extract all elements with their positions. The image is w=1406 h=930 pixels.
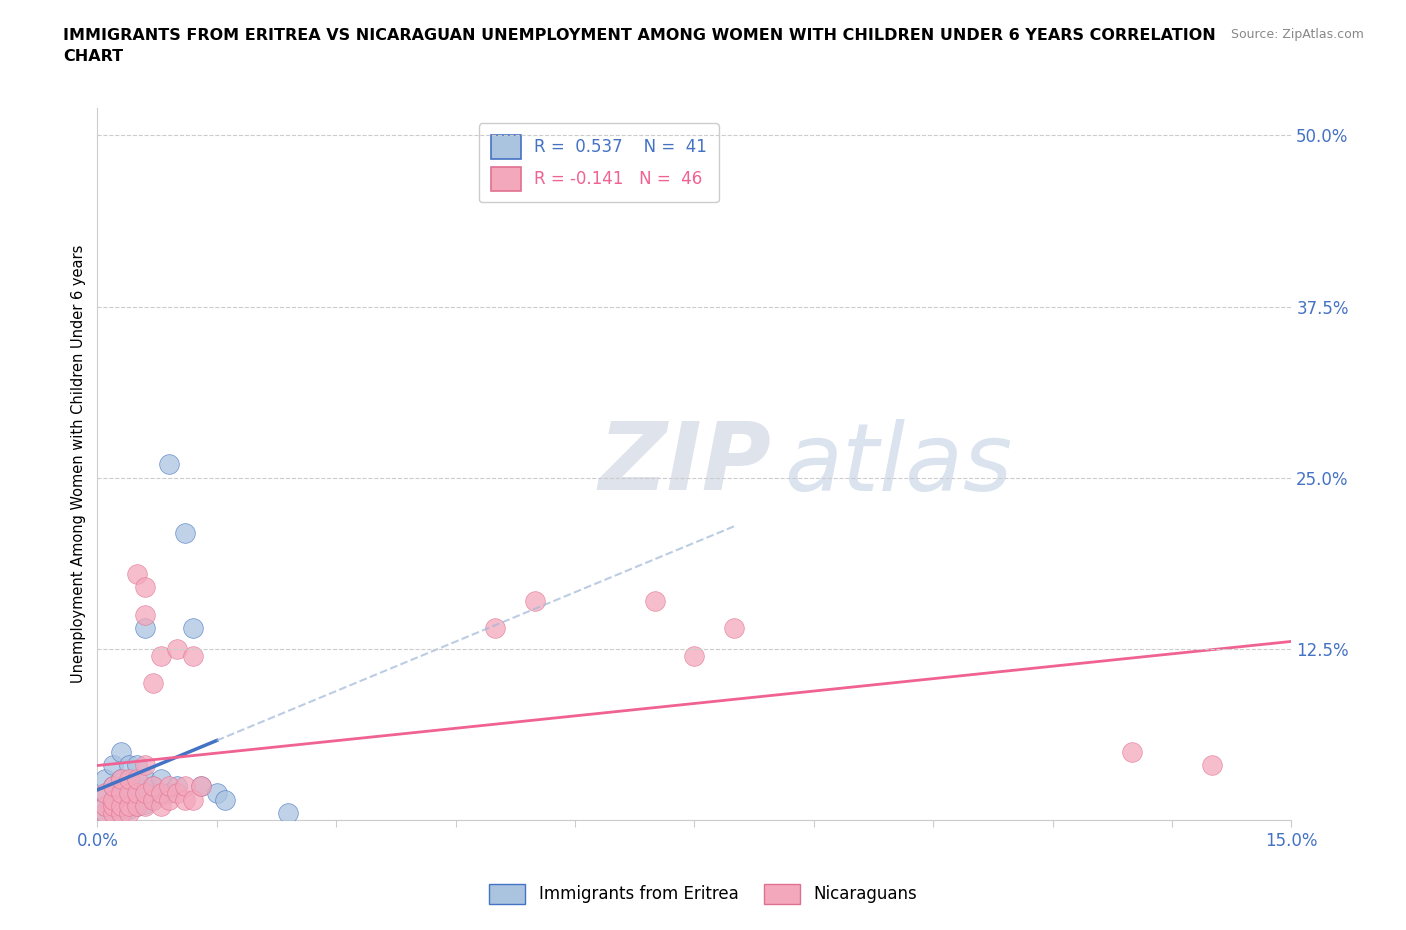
Text: atlas: atlas <box>785 418 1012 510</box>
Legend: Immigrants from Eritrea, Nicaraguans: Immigrants from Eritrea, Nicaraguans <box>481 875 925 912</box>
Point <box>484 621 506 636</box>
Point <box>103 758 125 773</box>
Point <box>110 805 132 820</box>
Point <box>127 772 149 787</box>
Point <box>205 785 228 800</box>
Point <box>181 792 204 807</box>
Point <box>127 566 149 581</box>
Point <box>110 805 132 820</box>
Text: IMMIGRANTS FROM ERITREA VS NICARAGUAN UNEMPLOYMENT AMONG WOMEN WITH CHILDREN UND: IMMIGRANTS FROM ERITREA VS NICARAGUAN UN… <box>63 28 1216 64</box>
Legend: R =  0.537    N =  41, R = -0.141   N =  46: R = 0.537 N = 41, R = -0.141 N = 46 <box>479 124 718 203</box>
Point <box>127 758 149 773</box>
Point <box>134 772 156 787</box>
Point <box>118 799 141 814</box>
Point <box>1121 744 1143 759</box>
Point <box>166 778 188 793</box>
Point <box>103 799 125 814</box>
Point <box>110 792 132 807</box>
Point <box>157 457 180 472</box>
Point <box>127 785 149 800</box>
Point <box>157 792 180 807</box>
Point <box>94 799 117 814</box>
Point <box>524 593 547 608</box>
Point <box>118 796 141 811</box>
Point <box>103 792 125 807</box>
Point <box>94 785 117 800</box>
Point <box>103 778 125 793</box>
Point <box>110 799 132 814</box>
Point <box>134 785 156 800</box>
Point <box>723 621 745 636</box>
Y-axis label: Unemployment Among Women with Children Under 6 years: Unemployment Among Women with Children U… <box>72 245 86 684</box>
Point <box>683 648 706 663</box>
Point <box>134 621 156 636</box>
Text: ZIP: ZIP <box>599 418 772 510</box>
Point <box>142 676 165 691</box>
Point <box>157 778 180 793</box>
Point <box>166 642 188 657</box>
Point <box>134 796 156 811</box>
Point <box>190 778 212 793</box>
Point <box>157 785 180 800</box>
Point <box>94 805 117 820</box>
Point <box>190 778 212 793</box>
Point <box>150 788 173 803</box>
Point <box>174 525 197 540</box>
Point <box>181 648 204 663</box>
Point <box>103 805 125 820</box>
Point <box>644 593 666 608</box>
Point <box>118 772 141 787</box>
Point <box>94 805 117 820</box>
Point <box>150 772 173 787</box>
Point <box>150 799 173 814</box>
Point <box>166 785 188 800</box>
Point <box>174 778 197 793</box>
Point <box>134 607 156 622</box>
Point <box>118 778 141 793</box>
Point <box>118 758 141 773</box>
Point <box>118 788 141 803</box>
Point <box>110 785 132 800</box>
Point <box>142 778 165 793</box>
Point <box>142 792 165 807</box>
Point <box>110 744 132 759</box>
Point <box>214 792 236 807</box>
Point <box>103 805 125 820</box>
Point <box>277 805 299 820</box>
Point <box>1201 758 1223 773</box>
Point <box>103 799 125 814</box>
Point <box>127 799 149 814</box>
Point <box>150 648 173 663</box>
Point <box>118 805 141 820</box>
Point <box>110 785 132 800</box>
Point <box>134 579 156 594</box>
Point <box>142 778 165 793</box>
Point <box>103 778 125 793</box>
Point <box>127 799 149 814</box>
Point <box>118 785 141 800</box>
Point <box>127 778 149 793</box>
Point <box>134 758 156 773</box>
Point <box>110 772 132 787</box>
Point <box>110 799 132 814</box>
Point <box>127 792 149 807</box>
Point <box>134 799 156 814</box>
Point <box>174 792 197 807</box>
Point <box>181 621 204 636</box>
Point <box>150 785 173 800</box>
Point <box>118 802 141 817</box>
Point <box>134 785 156 800</box>
Point <box>103 792 125 807</box>
Point <box>94 772 117 787</box>
Text: Source: ZipAtlas.com: Source: ZipAtlas.com <box>1230 28 1364 41</box>
Point <box>94 785 117 800</box>
Point <box>110 772 132 787</box>
Point <box>94 799 117 814</box>
Point <box>142 792 165 807</box>
